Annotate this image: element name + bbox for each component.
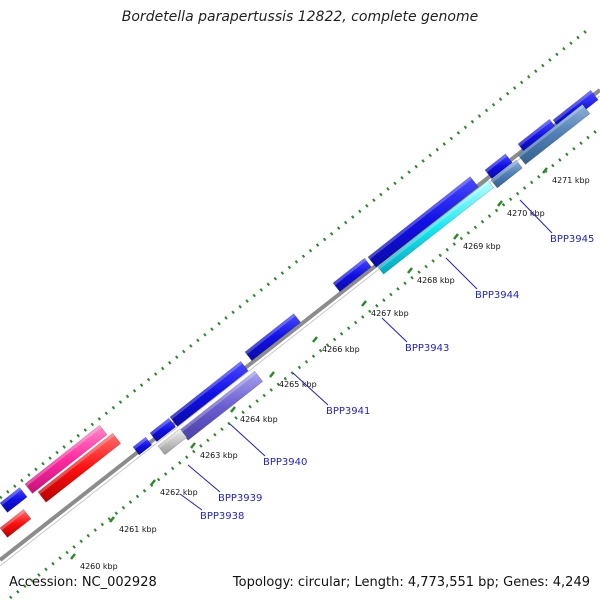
ruler-tick xyxy=(497,200,503,207)
gene-bar[interactable] xyxy=(332,257,372,293)
ruler-label: 4267 kbp xyxy=(371,309,409,318)
ruler-tick xyxy=(453,233,459,240)
topology-text: Topology: circular; Length: 4,773,551 bp… xyxy=(232,575,590,590)
gene-bar[interactable] xyxy=(157,428,188,456)
ruler-tick xyxy=(269,371,275,378)
gene-leader-line xyxy=(229,423,266,457)
map-title: Bordetella parapertussis 12822, complete… xyxy=(121,9,479,25)
ruler-label: 4261 kbp xyxy=(119,525,157,534)
ruler-label: 4260 kbp xyxy=(80,562,118,571)
gene-label[interactable]: BPP3943 xyxy=(405,343,449,354)
ruler-tick xyxy=(70,553,76,560)
outer-guide-line xyxy=(0,26,591,500)
gene-label[interactable]: BPP3938 xyxy=(200,511,244,522)
gene-bar[interactable] xyxy=(0,509,32,538)
ruler-tick xyxy=(542,167,548,174)
gene-bar[interactable] xyxy=(244,313,301,362)
ruler-label: 4270 kbp xyxy=(507,209,545,218)
gene-label[interactable]: BPP3941 xyxy=(326,406,370,417)
gene-bar[interactable] xyxy=(169,360,249,427)
gene-bar[interactable] xyxy=(517,103,591,165)
gene-bar[interactable] xyxy=(24,424,108,494)
gene-bar[interactable] xyxy=(37,432,122,503)
ruler-tick xyxy=(361,300,367,307)
gene-bar[interactable] xyxy=(149,417,177,443)
inner-guide-line xyxy=(9,126,600,600)
gene-bar[interactable] xyxy=(0,487,28,513)
ruler-tick xyxy=(150,479,156,486)
gene-leader-line xyxy=(292,372,329,406)
ruler-label: 4264 kbp xyxy=(240,415,278,424)
gene-leader-line xyxy=(179,493,203,511)
ruler-label: 4263 kbp xyxy=(200,451,238,460)
gene-leader-line xyxy=(445,257,478,290)
gene-label[interactable]: BPP3944 xyxy=(475,290,519,301)
gene-bar[interactable] xyxy=(484,153,513,180)
ruler-label: 4271 kbp xyxy=(552,176,590,185)
gene-bar[interactable] xyxy=(132,436,153,456)
ruler-tick xyxy=(312,336,318,343)
gene-bar[interactable] xyxy=(377,180,495,275)
gene-leader-line xyxy=(381,317,408,343)
gene-bar[interactable] xyxy=(367,176,479,268)
gene-label[interactable]: BPP3945 xyxy=(550,234,594,245)
accession-text: Accession: NC_002928 xyxy=(9,575,157,590)
gene-leader-line xyxy=(187,464,221,493)
ruler-tick xyxy=(407,267,413,274)
ruler-label: 4268 kbp xyxy=(417,276,455,285)
ruler-tick xyxy=(109,516,115,523)
ruler-label: 4265 kbp xyxy=(279,380,317,389)
gene-label[interactable]: BPP3939 xyxy=(218,493,262,504)
ruler-label: 4269 kbp xyxy=(463,242,501,251)
ruler-tick xyxy=(190,442,196,449)
ruler-label: 4266 kbp xyxy=(322,345,360,354)
gene-bar[interactable] xyxy=(490,159,523,189)
ruler-label: 4262 kbp xyxy=(160,488,198,497)
gene-label[interactable]: BPP3940 xyxy=(263,457,307,468)
ruler-tick xyxy=(230,406,236,413)
gene-leader-line xyxy=(519,199,553,234)
